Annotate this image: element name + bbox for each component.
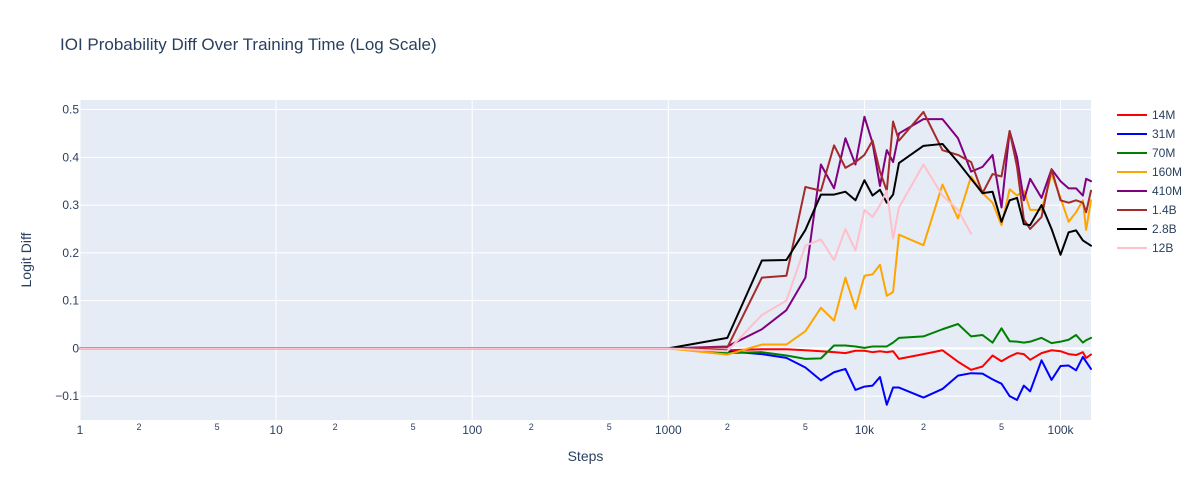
y-tick-label: 0.4 xyxy=(62,150,79,164)
legend-label: 70M xyxy=(1152,146,1175,160)
legend-item-410m[interactable]: 410M xyxy=(1117,184,1182,198)
y-tick-label: 0.3 xyxy=(62,198,79,212)
x-tick-label: 1000 xyxy=(655,423,682,437)
x-minor-tick-label: 5 xyxy=(607,422,612,432)
legend-label: 31M xyxy=(1152,127,1175,141)
legend-item-12b[interactable]: 12B xyxy=(1117,241,1173,255)
legend-label: 410M xyxy=(1152,184,1182,198)
plot-area xyxy=(80,100,1091,420)
x-minor-tick-label: 2 xyxy=(137,422,142,432)
series-line-12b xyxy=(79,163,973,353)
legend-item-70m[interactable]: 70M xyxy=(1117,146,1175,160)
x-minor-tick-label: 5 xyxy=(215,422,220,432)
x-minor-tick-label: 2 xyxy=(921,422,926,432)
x-tick-label: 100 xyxy=(462,423,482,437)
x-minor-tick-label: 5 xyxy=(803,422,808,432)
x-tick-label: 1 xyxy=(77,423,84,437)
y-tick-label: 0.5 xyxy=(62,103,79,117)
series-layer xyxy=(79,110,1092,406)
y-tick-label: −0.1 xyxy=(55,389,79,403)
y-axis-ticks: −0.1 0 0.1 0.2 0.3 0.4 0.5 xyxy=(55,103,79,404)
legend-label: 160M xyxy=(1152,165,1182,179)
x-minor-tick-label: 5 xyxy=(411,422,416,432)
legend-item-2-8b[interactable]: 2.8B xyxy=(1117,222,1177,236)
legend-item-160m[interactable]: 160M xyxy=(1117,165,1182,179)
x-minor-tick-label: 2 xyxy=(333,422,338,432)
legend-label: 12B xyxy=(1152,241,1173,255)
x-minor-tick-label: 2 xyxy=(725,422,730,432)
x-minor-tick-label: 5 xyxy=(999,422,1004,432)
legend-item-31m[interactable]: 31M xyxy=(1117,127,1175,141)
x-axis-ticks: 1 10 100 1000 10k 100k 2 5 2 5 2 5 2 5 2 5 xyxy=(77,422,1075,437)
x-minor-tick-label: 2 xyxy=(529,422,534,432)
y-tick-label: 0 xyxy=(72,341,79,355)
legend-label: 1.4B xyxy=(1152,203,1177,217)
x-tick-label: 10 xyxy=(269,423,283,437)
legend-item-14m[interactable]: 14M xyxy=(1117,108,1175,122)
legend-label: 2.8B xyxy=(1152,222,1177,236)
chart-title: IOI Probability Diff Over Training Time … xyxy=(60,35,437,54)
x-tick-label: 10k xyxy=(855,423,875,437)
x-tick-label: 100k xyxy=(1048,423,1075,437)
legend[interactable]: 14M 31M 70M 160M 410M 1.4B 2.8B 12B xyxy=(1117,108,1182,255)
legend-item-1-4b[interactable]: 1.4B xyxy=(1117,203,1177,217)
y-tick-label: 0.1 xyxy=(62,294,79,308)
y-axis-label: Logit Diff xyxy=(18,232,34,287)
legend-label: 14M xyxy=(1152,108,1175,122)
y-tick-label: 0.2 xyxy=(62,246,79,260)
x-axis-label: Steps xyxy=(568,448,604,464)
